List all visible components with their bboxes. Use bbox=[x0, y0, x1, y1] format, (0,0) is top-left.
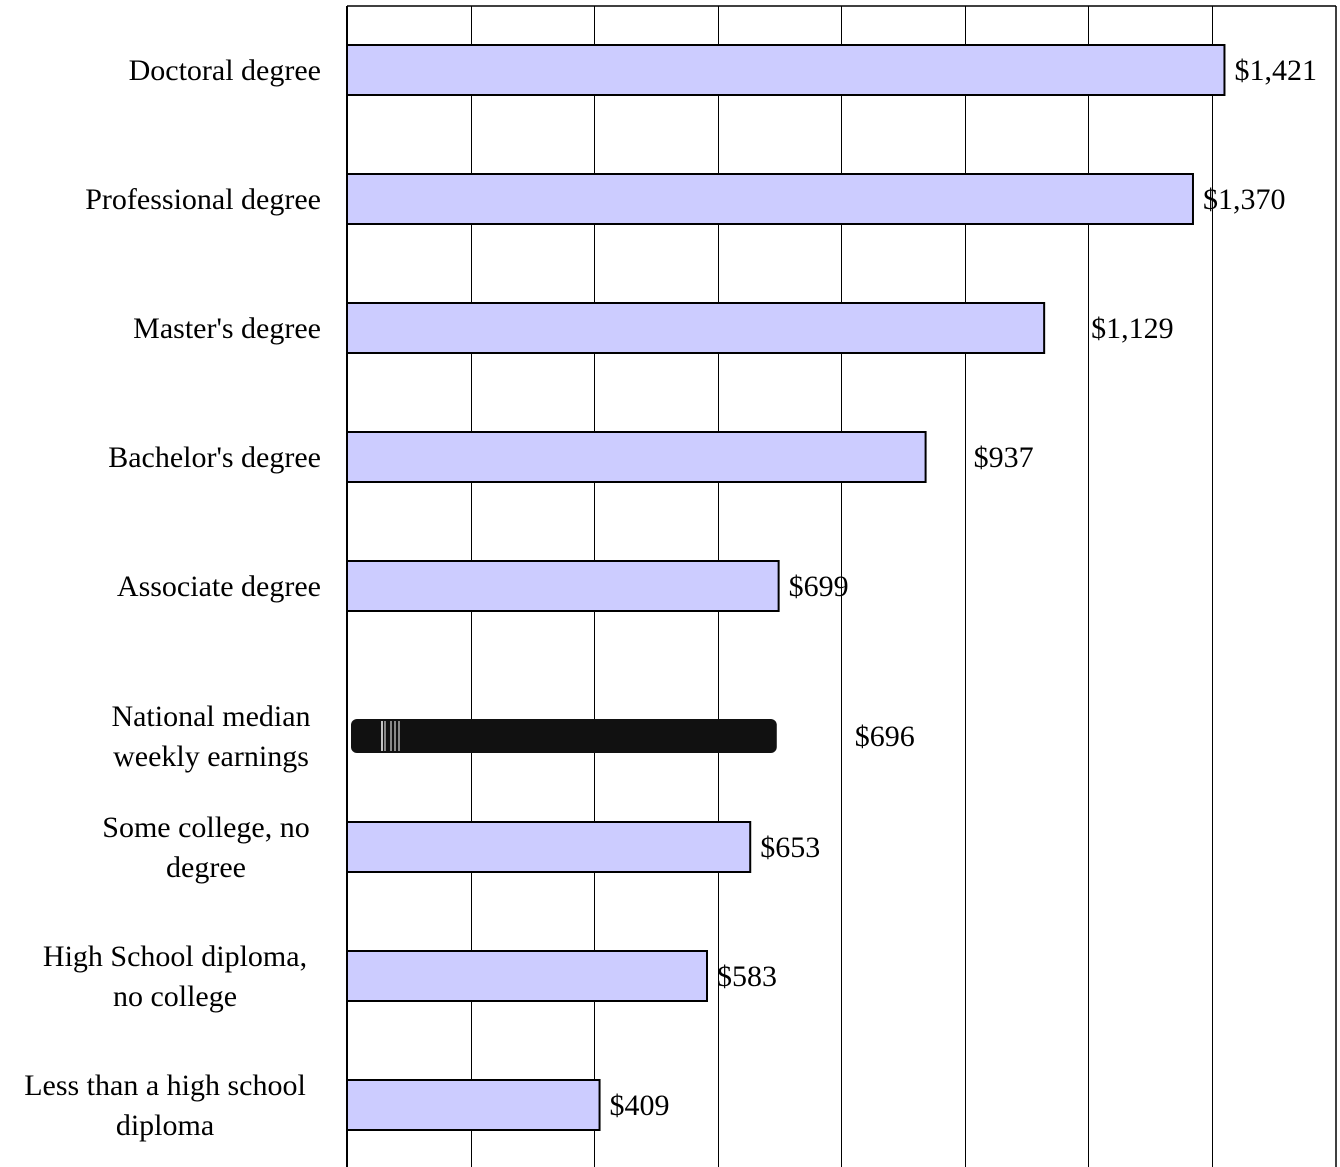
bar bbox=[346, 173, 1194, 225]
value-label: $583 bbox=[717, 960, 777, 993]
value-label: $1,421 bbox=[1234, 54, 1317, 87]
bar bbox=[346, 44, 1226, 96]
value-label: $1,129 bbox=[1091, 312, 1174, 345]
category-label: Bachelor's degree bbox=[108, 441, 321, 474]
category-label: High School diploma, no college bbox=[43, 940, 307, 1013]
category-label: Associate degree bbox=[117, 570, 321, 603]
category-label-line: High School diploma, bbox=[43, 940, 307, 973]
category-label-line: Professional degree bbox=[85, 183, 321, 216]
bar bbox=[346, 560, 780, 612]
value-label: $696 bbox=[855, 720, 915, 753]
category-label: Some college, no degree bbox=[102, 811, 309, 884]
category-label: National median weekly earnings bbox=[111, 700, 310, 773]
category-label-line: Bachelor's degree bbox=[108, 441, 321, 474]
label-layer: Doctoral degree $1,421 Professional degree… bbox=[24, 54, 1317, 1142]
value-label: $653 bbox=[760, 831, 820, 864]
bar-national-median bbox=[351, 719, 777, 753]
category-label-line: diploma bbox=[116, 1109, 214, 1142]
category-label-line: Doctoral degree bbox=[129, 54, 321, 87]
category-label-line: Associate degree bbox=[117, 570, 321, 603]
bar bbox=[346, 821, 752, 873]
value-label: $1,370 bbox=[1203, 183, 1286, 216]
category-label-line: Master's degree bbox=[133, 312, 321, 345]
category-label: Professional degree bbox=[85, 183, 321, 216]
category-label-line: National median bbox=[111, 700, 310, 733]
value-label: $699 bbox=[789, 570, 849, 603]
category-label: Doctoral degree bbox=[129, 54, 321, 87]
bar bbox=[346, 950, 709, 1002]
category-label-line: weekly earnings bbox=[113, 740, 309, 773]
category-label: Less than a high school diploma bbox=[24, 1069, 306, 1142]
category-label-line: Less than a high school bbox=[24, 1069, 306, 1102]
value-label: $937 bbox=[974, 441, 1034, 474]
category-label: Master's degree bbox=[133, 312, 321, 345]
category-label-line: no college bbox=[113, 980, 237, 1013]
category-label-line: degree bbox=[166, 851, 246, 884]
value-label: $409 bbox=[610, 1089, 670, 1122]
bar bbox=[346, 431, 927, 483]
bar-layer bbox=[346, 44, 1226, 1131]
category-label-line: Some college, no bbox=[102, 811, 309, 844]
bar bbox=[346, 302, 1046, 354]
bar bbox=[346, 1079, 601, 1131]
